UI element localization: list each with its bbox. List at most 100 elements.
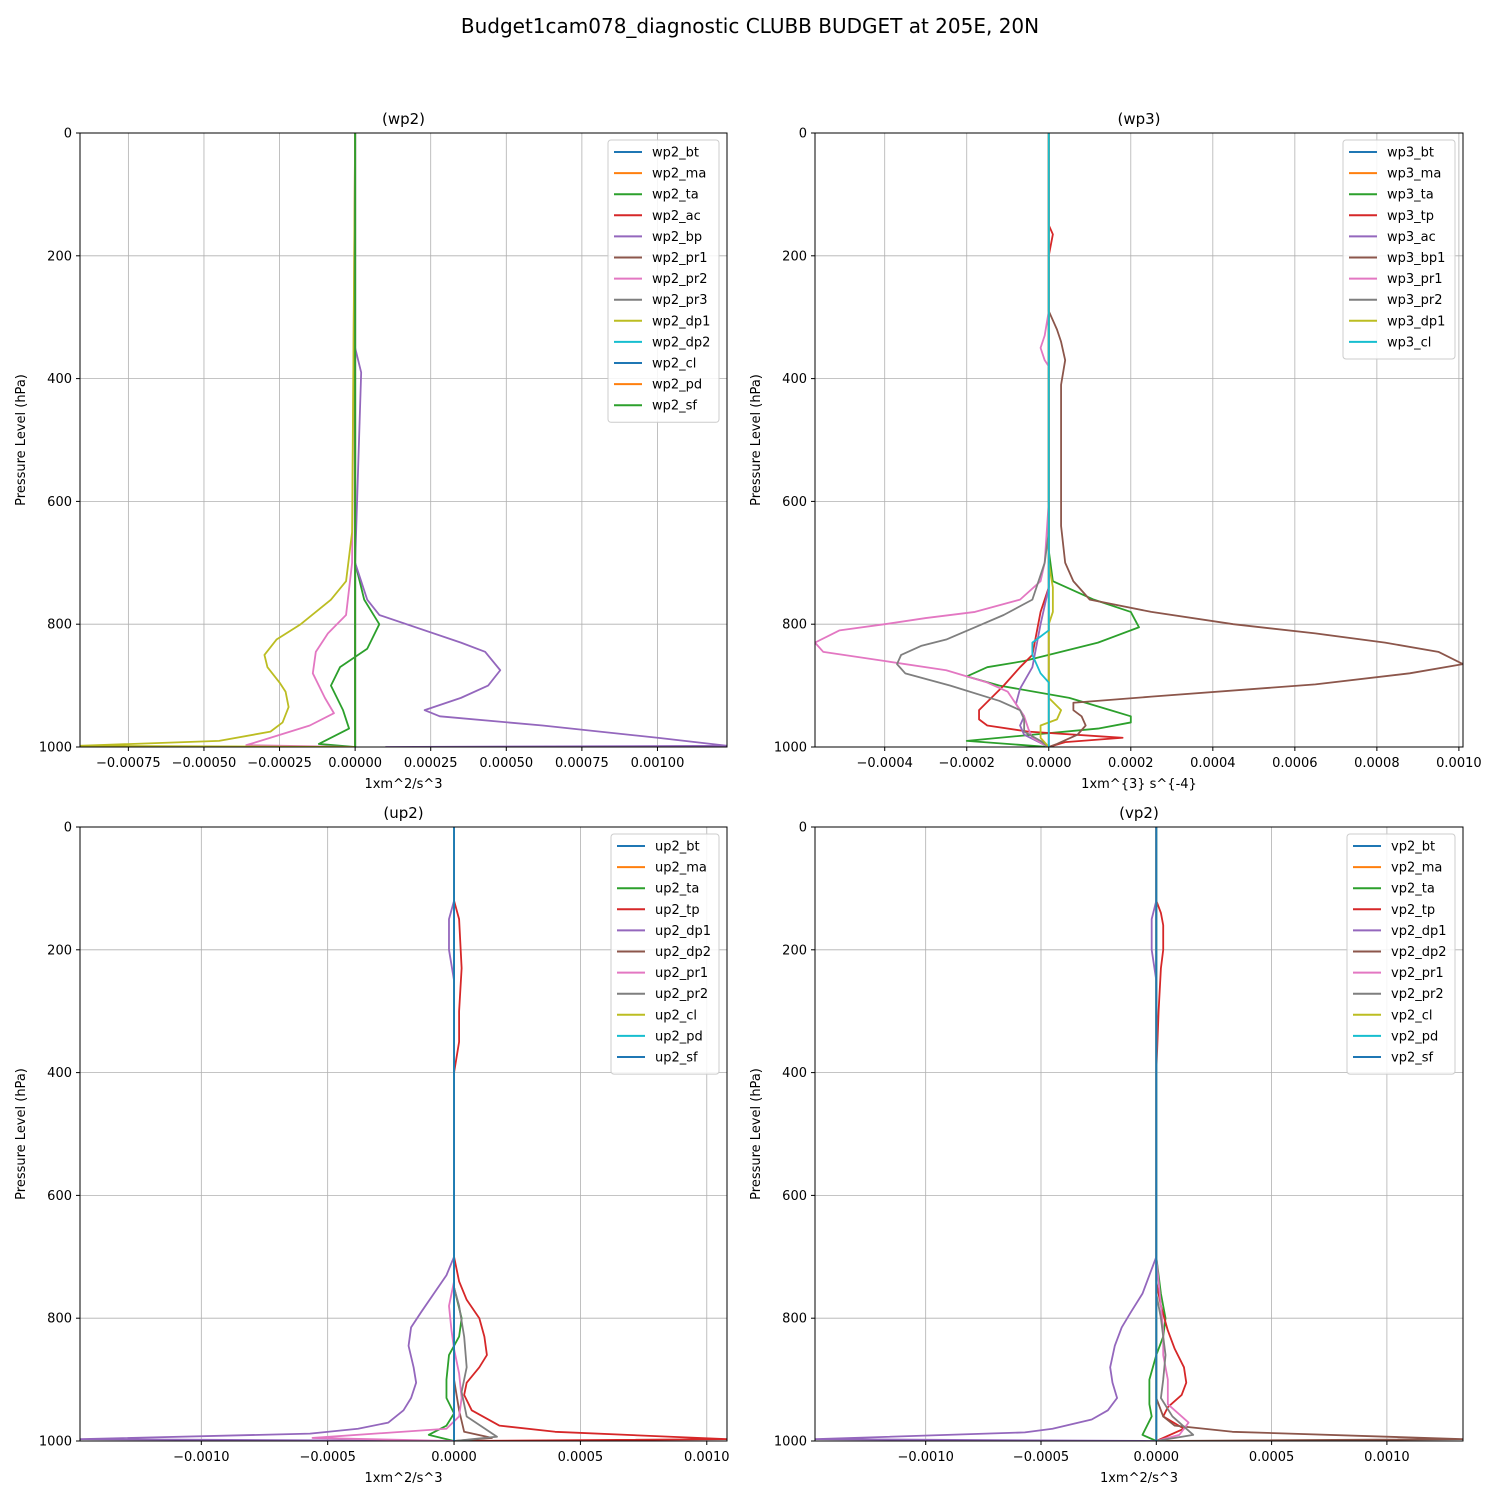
chart-panel-1: −0.00075 −0.00050 −0.00025 0.00000 0.00025 0.… (14, 110, 728, 792)
legend-label-up2_dp1: up2_dp1 (655, 924, 711, 939)
x-tick-label: −0.0010 (897, 1450, 953, 1465)
legend-label-wp3_bp1: wp3_bp1 (1387, 251, 1445, 266)
series-line-up2_pr1 (311, 827, 463, 1441)
series-line-wp2_ta (317, 133, 381, 747)
x-tick-label: 0.00100 (631, 756, 685, 771)
legend-label-vp2_bt: vp2_bt (1391, 840, 1435, 855)
y-tick-label: 1000 (39, 1435, 72, 1450)
series-line-wp2_dp1 (80, 133, 357, 747)
legend-label-vp2_ma: vp2_ma (1391, 861, 1442, 876)
series-line-up2_pr2 (453, 827, 498, 1441)
y-tick-label: 800 (47, 1312, 72, 1327)
y-axis-label: Pressure Level (hPa) (749, 374, 764, 506)
x-axis-label: 1xm^2/s^3 (364, 1471, 442, 1486)
x-tick-label: 0.00025 (404, 756, 458, 771)
x-tick-label: 0.0004 (1190, 756, 1236, 771)
series-line-vp2_dp1 (815, 827, 1158, 1441)
legend-label-wp2_cl: wp2_cl (652, 357, 696, 372)
y-tick-label: 1000 (39, 741, 72, 756)
legend-label-vp2_tp: vp2_tp (1391, 903, 1435, 918)
legend-label-up2_cl: up2_cl (655, 1008, 697, 1023)
x-tick-label: −0.00025 (247, 756, 312, 771)
y-tick-label: 800 (47, 618, 72, 633)
x-axis-label: 1xm^2/s^3 (364, 777, 442, 792)
y-tick-label: 600 (47, 1189, 72, 1204)
legend-label-wp3_bt: wp3_bt (1387, 146, 1434, 161)
plot-frame (814, 132, 1464, 748)
legend-label-wp2_bt: wp2_bt (652, 146, 699, 161)
series-group (80, 133, 727, 747)
y-tick-label: 1000 (774, 741, 807, 756)
legend-label-up2_bt: up2_bt (655, 840, 700, 855)
x-tick-label: −0.0004 (857, 756, 913, 771)
legend-label-wp2_ta: wp2_ta (652, 188, 699, 203)
legend-label-vp2_pd: vp2_pd (1391, 1029, 1438, 1044)
x-tick-label: 0.0002 (1108, 756, 1154, 771)
series-line-wp3_tp (978, 133, 1124, 747)
y-axis-label: Pressure Level (hPa) (14, 374, 29, 506)
y-tick-label: 0 (64, 821, 72, 836)
y-tick-label: 400 (782, 372, 807, 387)
legend-label-wp2_bp: wp2_bp (652, 230, 702, 245)
figure-title: Budget1cam078_diagnostic CLUBB BUDGET at… (460, 14, 1040, 38)
series-line-vp2_pr1 (1155, 827, 1190, 1441)
legend-label-wp2_pr1: wp2_pr1 (652, 251, 708, 266)
y-axis-label: Pressure Level (hPa) (14, 1068, 29, 1200)
x-tick-label: 0.0010 (1436, 756, 1482, 771)
legend-label-vp2_sf: vp2_sf (1391, 1051, 1433, 1066)
series-line-up2_ta (427, 827, 463, 1441)
y-tick-label: 400 (47, 372, 72, 387)
legend-label-wp3_cl: wp3_cl (1387, 335, 1431, 350)
y-tick-label: 800 (782, 618, 807, 633)
series-line-wp2_pr2 (245, 133, 357, 747)
y-tick-label: 0 (799, 127, 807, 142)
chart-title: (vp2) (1119, 804, 1159, 822)
series-line-wp3_bp1 (1047, 133, 1463, 747)
series-line-wp3_pr2 (896, 133, 1050, 747)
legend: wp3_bt wp3_ma wp3_ta wp3_tp wp3_ac wp3_bp1 wp3… (1342, 139, 1456, 360)
plot-frame (79, 826, 728, 1442)
legend-label-wp3_tp: wp3_tp (1387, 209, 1434, 224)
y-tick-label: 0 (799, 821, 807, 836)
x-tick-label: 0.0010 (684, 1450, 730, 1465)
legend-label-wp3_ac: wp3_ac (1387, 230, 1436, 245)
legend-label-wp2_dp2: wp2_dp2 (652, 335, 710, 350)
x-tick-label: 0.0008 (1354, 756, 1400, 771)
chart-panel-3: −0.0010 −0.0005 0.0000 0.0005 0.0010 0 200 400 6… (14, 804, 730, 1486)
y-tick-label: 600 (782, 495, 807, 510)
series-line-up2_dp1 (80, 827, 455, 1441)
y-tick-label: 0 (64, 127, 72, 142)
x-tick-label: 0.0010 (1364, 1450, 1410, 1465)
series-line-wp3_cl (1031, 133, 1050, 747)
series-group (815, 827, 1463, 1441)
chart-title: (up2) (383, 804, 423, 822)
legend-label-up2_sf: up2_sf (655, 1051, 698, 1066)
x-tick-label: −0.0005 (299, 1450, 355, 1465)
legend-label-up2_dp2: up2_dp2 (655, 945, 711, 960)
legend-label-vp2_dp1: vp2_dp1 (1391, 924, 1447, 939)
x-tick-label: 0.0000 (431, 1450, 477, 1465)
legend-label-up2_pr1: up2_pr1 (655, 966, 708, 981)
y-axis-label: Pressure Level (hPa) (749, 1068, 764, 1200)
legend-label-wp2_pr2: wp2_pr2 (652, 272, 708, 287)
y-tick-label: 200 (47, 943, 72, 958)
y-tick-label: 600 (47, 495, 72, 510)
legend-label-up2_pr2: up2_pr2 (655, 987, 708, 1002)
y-tick-label: 400 (47, 1066, 72, 1081)
x-tick-label: 0.00050 (479, 756, 533, 771)
plot-frame (79, 132, 728, 748)
x-tick-label: −0.0002 (939, 756, 995, 771)
series-line-vp2_tp (1155, 827, 1188, 1441)
legend: wp2_bt wp2_ma wp2_ta wp2_ac wp2_bp wp2_pr1 wp2… (607, 139, 720, 423)
x-tick-label: 0.0000 (1134, 1450, 1180, 1465)
series-group (80, 827, 727, 1441)
x-tick-label: 0.0000 (1026, 756, 1072, 771)
legend-label-vp2_cl: vp2_cl (1391, 1008, 1432, 1023)
legend-label-up2_ta: up2_ta (655, 882, 699, 897)
legend-label-vp2_pr2: vp2_pr2 (1391, 987, 1444, 1002)
y-tick-label: 400 (782, 1066, 807, 1081)
legend-label-wp3_ma: wp3_ma (1387, 167, 1441, 182)
legend-label-wp2_dp1: wp2_dp1 (652, 314, 710, 329)
series-line-up2_tp (453, 827, 727, 1441)
